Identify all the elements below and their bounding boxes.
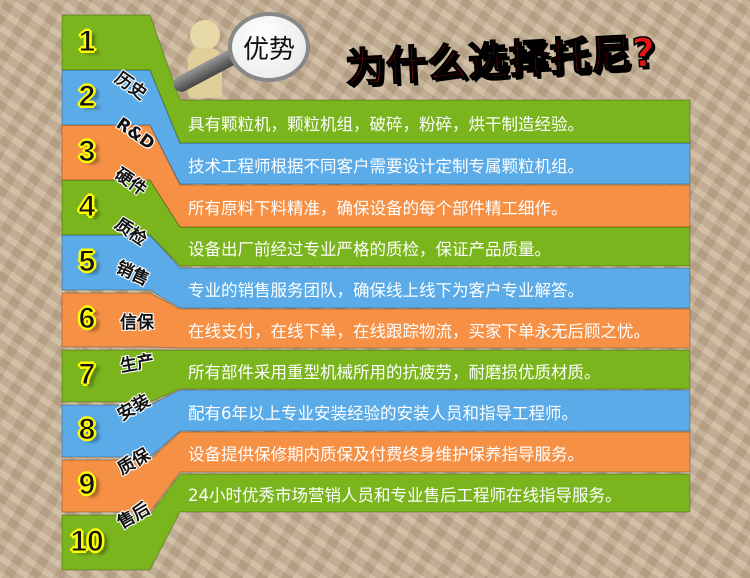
ribbon-10 — [61, 473, 691, 571]
item-description: 所有部件采用重型机械所用的抗疲劳，耐磨损优质材质。 — [188, 362, 601, 382]
item-description: 在线支付，在线下单，在线跟踪物流，买家下单永无后顾之忧。 — [188, 321, 650, 341]
item-description: 专业的销售服务团队，确保线上线下为客户专业解答。 — [188, 281, 584, 300]
magnifier-icon: 优势 — [228, 12, 310, 82]
item-description: 设备出厂前经过专业严格的质检，保证产品质量。 — [188, 239, 551, 259]
ribbon-7 — [61, 349, 691, 403]
item-description: 设备提供保修期内质保及付费终身维护保养指导服务。 — [188, 445, 584, 464]
item-description: 配有6年以上专业安装经验的安装人员和指导工程师。 — [188, 403, 578, 423]
item-number: 4 — [78, 189, 96, 223]
figure-head — [190, 20, 220, 50]
item-number: 8 — [78, 413, 96, 447]
ribbon-5 — [61, 234, 691, 309]
item-description: 所有原料下料精准，确保设备的每个部件精工细作。 — [188, 199, 568, 218]
item-number: 7 — [78, 358, 96, 392]
item-number: 9 — [78, 468, 96, 502]
ribbon-9 — [61, 431, 691, 513]
item-number: 6 — [78, 302, 96, 336]
advantage-badge: 优势 — [242, 34, 295, 65]
item-number: 3 — [78, 134, 96, 168]
item-description: 24小时优秀市场营销人员和专业售后工程师在线指导服务。 — [188, 486, 622, 505]
item-description: 具有颗粒机，颗粒机组，破碎，粉碎，烘干制造经验。 — [188, 114, 584, 134]
ribbon-4 — [61, 179, 691, 267]
item-number: 10 — [70, 524, 104, 558]
item-number: 5 — [78, 244, 96, 278]
item-category: 信保 — [120, 313, 154, 333]
item-number: 1 — [78, 24, 96, 58]
item-description: 技术工程师根据不同客户需要设计定制专属颗粒机组。 — [188, 156, 584, 176]
ribbon-8 — [61, 389, 691, 458]
ribbon-6 — [61, 292, 691, 349]
ribbon-1 — [61, 14, 691, 144]
item-number: 2 — [78, 79, 96, 113]
ribbon-3 — [61, 124, 691, 228]
ribbon-2 — [61, 69, 691, 185]
